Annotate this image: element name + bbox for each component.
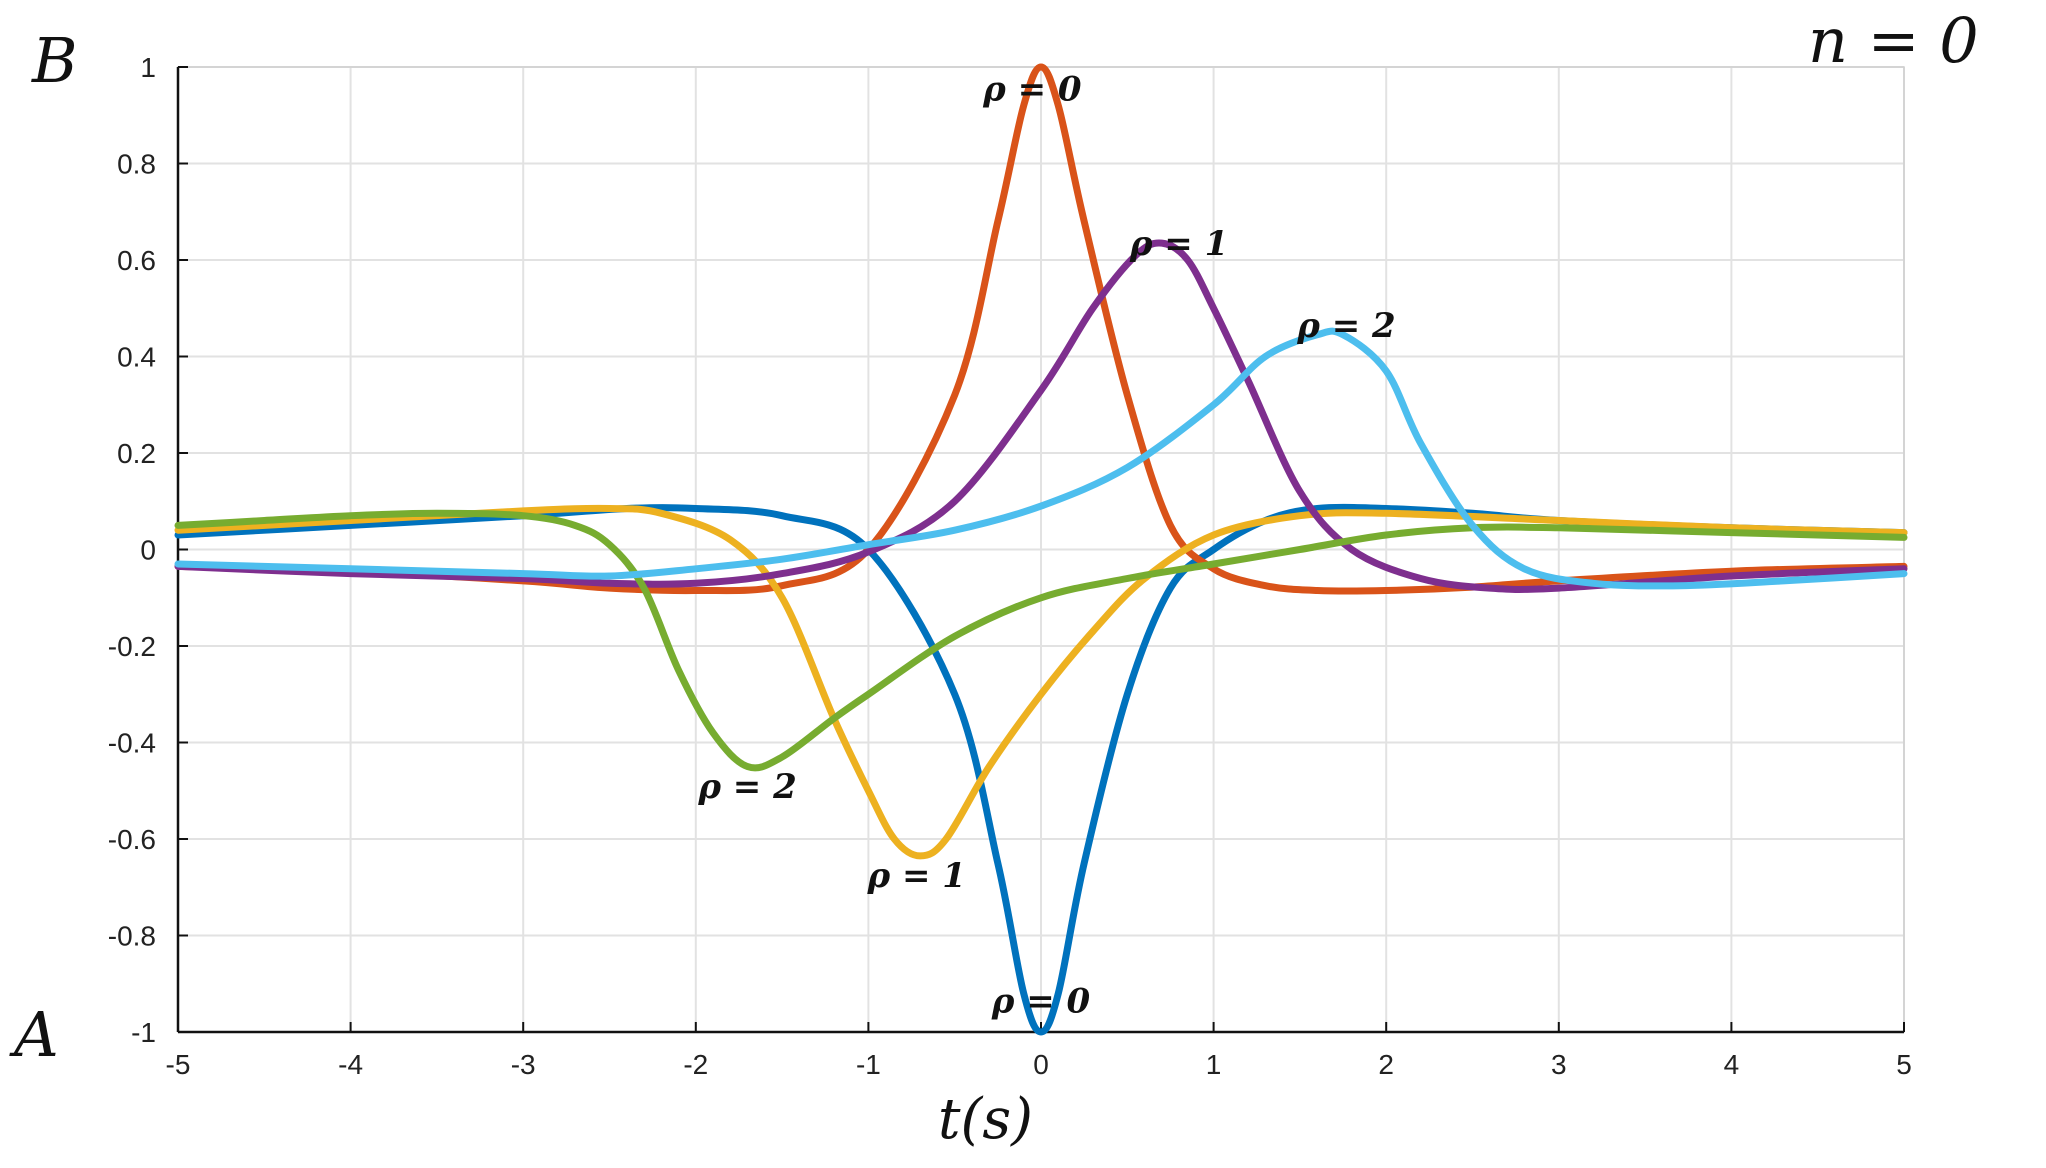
- rho-annotation: ρ = 1: [867, 856, 966, 896]
- y-tick-label: -0.4: [108, 728, 156, 759]
- series-line-1: [174, 63, 1908, 595]
- y-tick-label: 0.4: [117, 342, 156, 373]
- rho-annotation: ρ = 2: [697, 767, 796, 807]
- series-lines: [174, 63, 1908, 1036]
- x-tick-label: 2: [1378, 1049, 1394, 1080]
- x-axis-label: t(s): [938, 1087, 1033, 1152]
- x-tick-label: 0: [1033, 1049, 1049, 1080]
- x-tick-label: -2: [683, 1049, 708, 1080]
- y-tick-label: 0.6: [117, 245, 156, 276]
- x-tick-label: -4: [338, 1049, 363, 1080]
- y-tick-label: 0.2: [117, 438, 156, 469]
- annotations: ρ = 0 ρ = 1 ρ = 2 ρ = 2 ρ = 1 ρ = 0: [697, 70, 1395, 1022]
- y-tick-label: -0.2: [108, 631, 156, 662]
- y-tick-label: -0.8: [108, 921, 156, 952]
- rho-annotation: ρ = 0: [982, 70, 1082, 110]
- y-tick-label: -0.6: [108, 824, 156, 855]
- y-label-bottom: A: [9, 998, 59, 1071]
- grid: [177, 66, 1905, 1033]
- series-line-3: [174, 239, 1908, 593]
- y-tick-label: 1: [140, 52, 156, 83]
- rho-annotation: ρ = 1: [1129, 224, 1228, 264]
- y-label-top: B: [31, 24, 78, 97]
- y-tick-label: 0.8: [117, 149, 156, 180]
- x-tick-label: 3: [1551, 1049, 1567, 1080]
- chart-title: n = 0: [1808, 4, 1979, 77]
- x-tick-label: 5: [1896, 1049, 1912, 1080]
- series-line-2: [174, 504, 1908, 860]
- x-tick-label: -3: [511, 1049, 536, 1080]
- rho-annotation: ρ = 2: [1296, 306, 1395, 346]
- series-line-5: [174, 327, 1908, 590]
- x-tick-label: -5: [166, 1049, 191, 1080]
- rho-annotation: ρ = 0: [991, 982, 1091, 1022]
- y-tick-label: 0: [140, 535, 156, 566]
- x-tick-label: 1: [1206, 1049, 1222, 1080]
- tick-labels: -5 -4 -3 -2 -1 0 1 2 3 4 5 1 0.8 0.6 0.4 0.2 0 -0.2 -0.4 -0…: [108, 52, 1912, 1080]
- y-tick-label: -1: [131, 1017, 156, 1048]
- x-tick-label: 4: [1724, 1049, 1740, 1080]
- x-tick-label: -1: [856, 1049, 881, 1080]
